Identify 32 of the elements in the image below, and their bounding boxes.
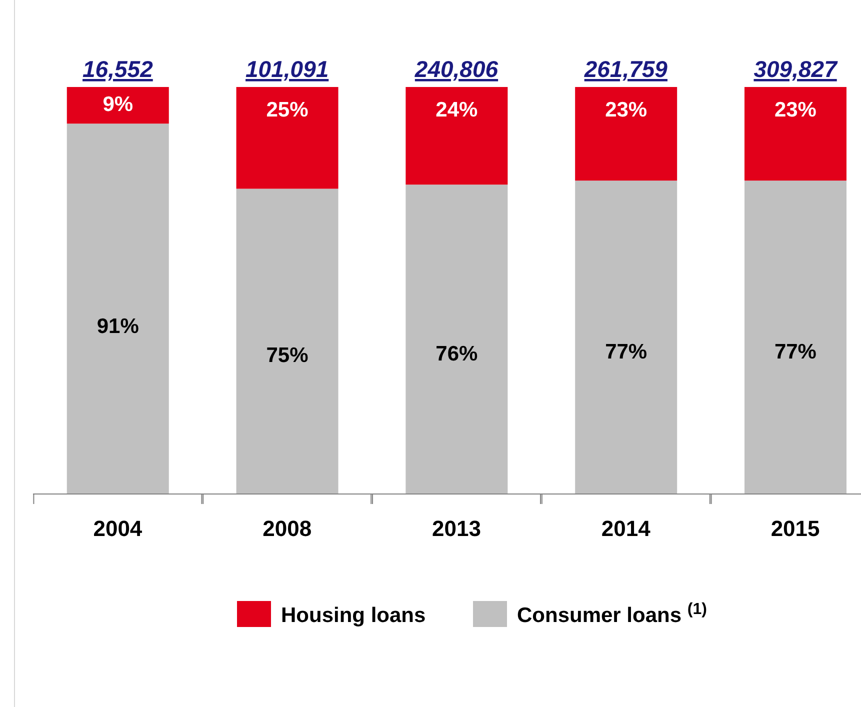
- data-label: 91%: [96, 314, 140, 338]
- data-label: 77%: [774, 340, 817, 364]
- legend-label: Consumer loans $^{(1)}$: [517, 600, 707, 627]
- bar: [575, 87, 678, 181]
- data-label: 25%: [266, 98, 309, 122]
- annotation: 101,091: [246, 56, 329, 82]
- data-label: 23%: [774, 98, 817, 122]
- bar: [66, 87, 169, 124]
- legend-label: Housing loans: [281, 604, 426, 627]
- data-label: 23%: [605, 98, 648, 122]
- x-tick-label: 2013: [432, 516, 481, 541]
- bar: [66, 124, 169, 494]
- annotation: 240,806: [414, 56, 498, 82]
- bar: [744, 180, 846, 494]
- bar: [575, 180, 678, 494]
- bar: [744, 87, 846, 181]
- bar: [236, 188, 338, 494]
- data-label: 77%: [605, 340, 648, 364]
- data-label: 76%: [436, 342, 478, 366]
- annotation: 309,827: [754, 56, 838, 82]
- annotation: 261,759: [583, 56, 668, 82]
- x-tick-label: 2014: [601, 516, 652, 541]
- data-label: 24%: [436, 98, 478, 122]
- bar: [236, 87, 338, 189]
- bar: [406, 184, 508, 494]
- data-label: 9%: [102, 92, 134, 116]
- annotation: 16,552: [82, 56, 154, 82]
- bar: [406, 87, 508, 185]
- data-label: 75%: [266, 344, 309, 368]
- x-tick-label: 2008: [262, 516, 312, 541]
- x-tick-label: 2015: [770, 516, 820, 541]
- x-tick-label: 2004: [93, 516, 143, 541]
